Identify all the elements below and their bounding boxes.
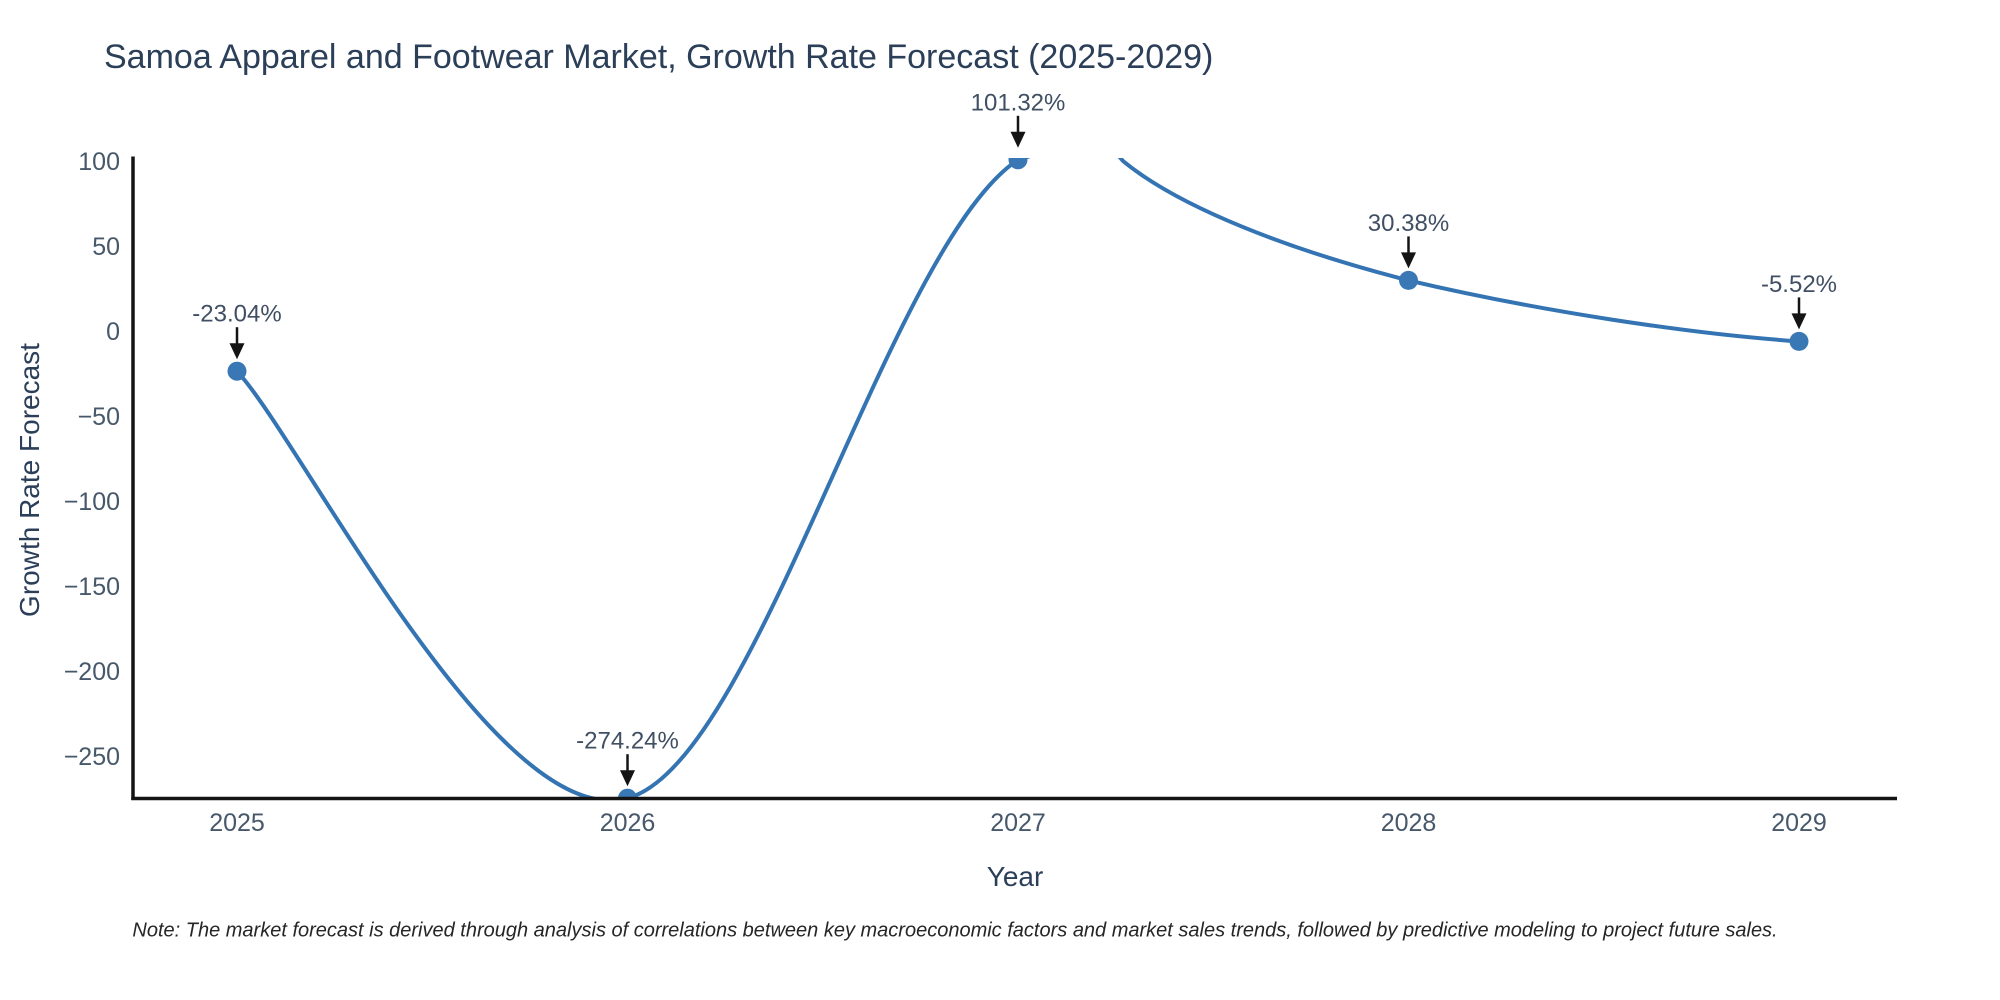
annotation-arrowhead-icon [620, 770, 635, 787]
x-tick-label: 2025 [209, 809, 265, 837]
y-tick-label: 100 [78, 148, 120, 176]
annotation-arrowhead-icon [1401, 252, 1416, 269]
chart-title: Samoa Apparel and Footwear Market, Growt… [104, 38, 1214, 76]
footnote: Note: The market forecast is derived thr… [132, 919, 1778, 942]
x-axis-title: Year [986, 861, 1044, 892]
y-tick-label: −200 [64, 658, 120, 686]
series-group [227, 150, 1809, 800]
annotation-label: 101.32% [971, 89, 1066, 116]
data-point-2029[interactable] [1789, 331, 1809, 351]
annotation-2029: -5.52% [1761, 271, 1837, 330]
forecast-line [235, 158, 1800, 800]
x-tick-label: 2029 [1771, 809, 1827, 837]
y-tick-label: −150 [64, 573, 120, 601]
data-point-2025[interactable] [227, 361, 247, 381]
x-tick-label: 2027 [990, 809, 1046, 837]
annotation-arrowhead-icon [229, 343, 245, 360]
annotation-2026: -274.24% [576, 728, 679, 787]
annotation-2028: 30.38% [1368, 210, 1449, 269]
y-tick-label: −250 [64, 743, 120, 771]
y-tick-label: 0 [106, 318, 120, 346]
annotation-label: -274.24% [576, 728, 679, 755]
annotation-2025: -23.04% [192, 301, 282, 360]
annotation-label: 30.38% [1368, 210, 1449, 237]
y-tick-label: −50 [78, 403, 120, 431]
annotation-arrowhead-icon [1010, 131, 1026, 148]
x-tick-label: 2026 [600, 809, 656, 837]
annotation-arrowhead-icon [1791, 313, 1807, 330]
annotation-label: -23.04% [192, 301, 281, 328]
annotation-2027: 101.32% [971, 89, 1066, 148]
x-tick-label: 2028 [1381, 809, 1437, 837]
y-tick-label: 50 [92, 233, 120, 261]
data-point-2028[interactable] [1399, 270, 1418, 290]
annotation-label: -5.52% [1761, 271, 1837, 298]
data-point-2027[interactable] [1008, 150, 1028, 170]
y-tick-label: −100 [64, 488, 120, 516]
